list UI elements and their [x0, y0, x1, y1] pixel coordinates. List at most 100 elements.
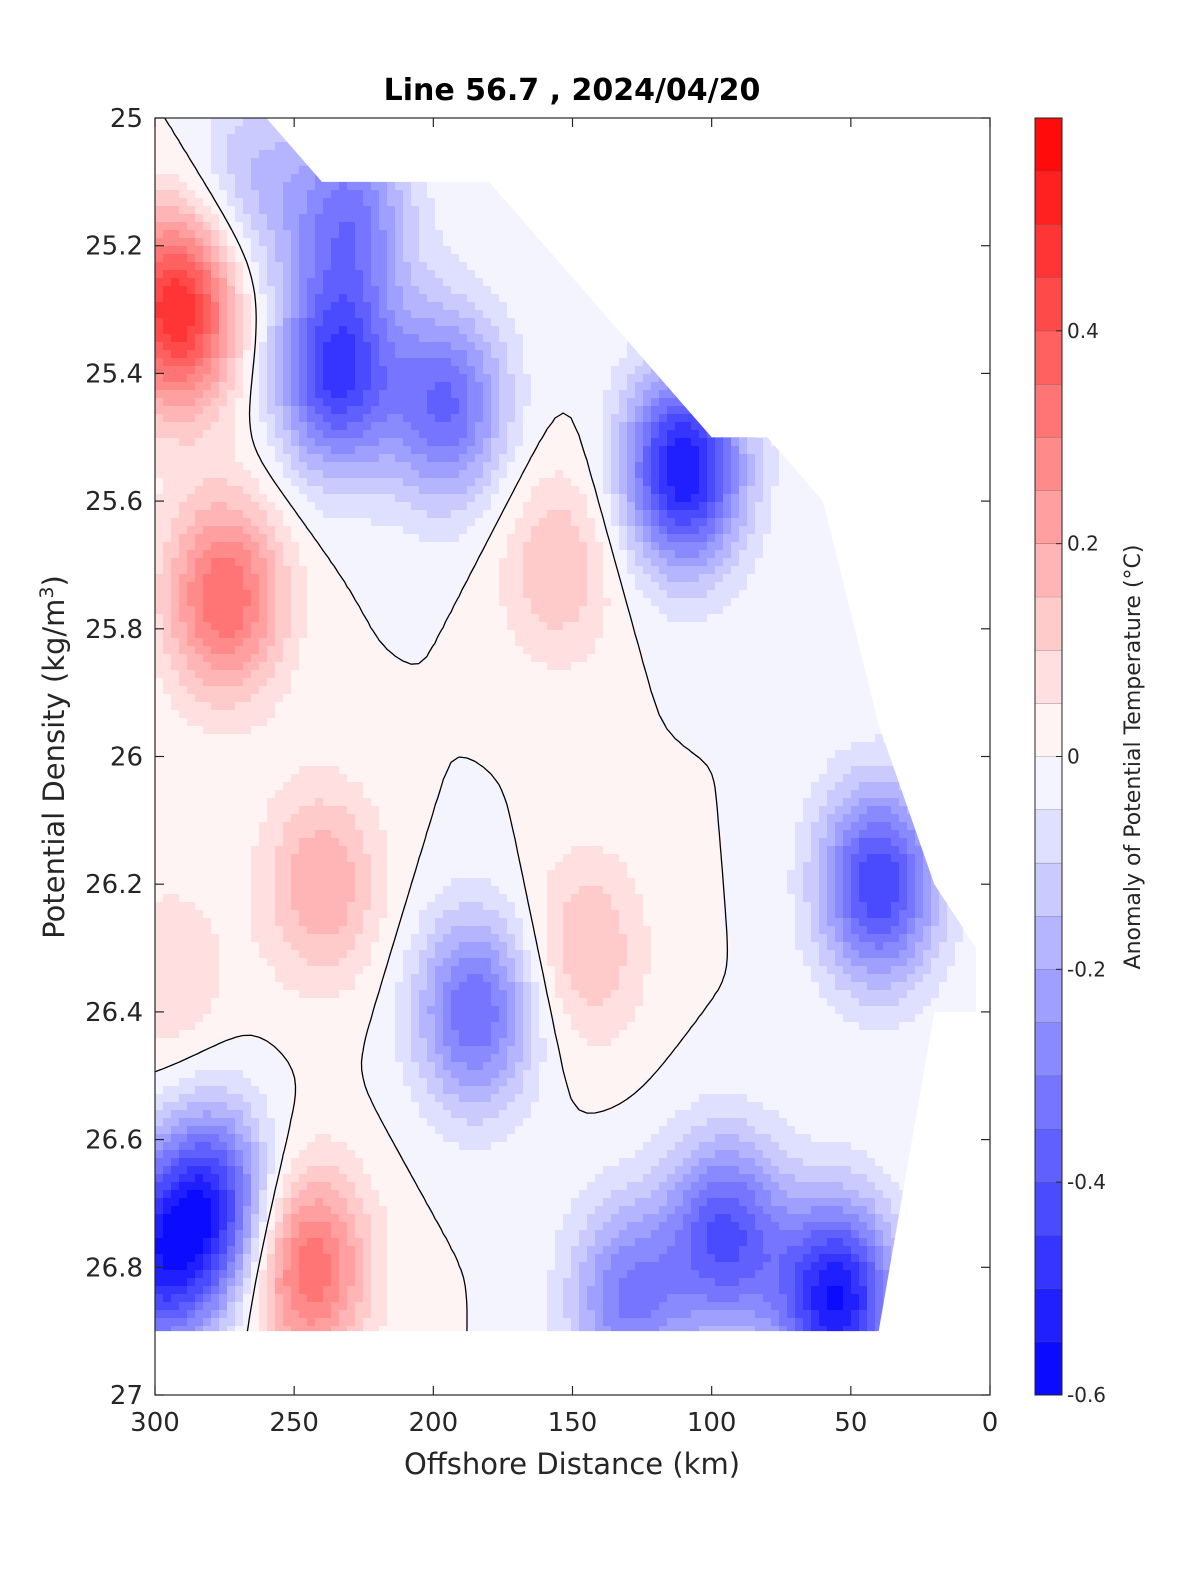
field-cell [283, 414, 292, 423]
field-cell [243, 246, 252, 255]
field-cell [275, 238, 284, 247]
field-cell [355, 318, 364, 327]
field-cell [507, 302, 516, 311]
field-cell [459, 334, 468, 343]
field-cell [731, 478, 740, 487]
field-cell [547, 286, 556, 295]
field-cell [731, 454, 740, 463]
field-cell [475, 334, 484, 343]
field-cell [227, 262, 236, 271]
field-cell [659, 454, 668, 463]
field-cell [507, 342, 516, 351]
field-cell [339, 230, 348, 239]
field-cell [179, 462, 188, 471]
field-cell [467, 438, 476, 447]
field-cell [483, 198, 492, 207]
field-cell [515, 230, 524, 239]
field-cell [475, 486, 484, 495]
field-cell [507, 494, 516, 503]
field-cell [643, 486, 652, 495]
field-cell [443, 302, 452, 311]
field-cell [587, 438, 596, 447]
field-cell [203, 118, 212, 127]
field-cell [451, 302, 460, 311]
field-cell [603, 350, 612, 359]
field-cell [211, 118, 220, 127]
field-cell [467, 374, 476, 383]
field-cell [243, 446, 252, 455]
field-cell [283, 486, 292, 495]
field-cell [579, 462, 588, 471]
field-cell [243, 278, 252, 287]
field-cell [387, 342, 396, 351]
field-cell [467, 366, 476, 375]
field-cell [539, 454, 548, 463]
field-cell [339, 302, 348, 311]
field-cell [155, 462, 164, 471]
field-cell [395, 206, 404, 215]
field-cell [219, 262, 228, 271]
field-cell [403, 374, 412, 383]
field-cell [587, 494, 596, 503]
field-cell [443, 462, 452, 471]
field-cell [499, 294, 508, 303]
field-cell [387, 486, 396, 495]
field-cell [603, 478, 612, 487]
field-cell [387, 374, 396, 383]
field-cell [387, 206, 396, 215]
field-cell [403, 286, 412, 295]
field-cell [227, 350, 236, 359]
field-cell [243, 430, 252, 439]
field-cell [259, 398, 268, 407]
field-cell [235, 470, 244, 479]
field-cell [387, 398, 396, 407]
field-cell [211, 158, 220, 167]
field-cell [499, 286, 508, 295]
field-cell [395, 278, 404, 287]
field-cell [323, 366, 332, 375]
field-cell [419, 214, 428, 223]
field-cell [435, 358, 444, 367]
field-cell [179, 126, 188, 135]
field-cell [171, 494, 180, 503]
field-cell [587, 358, 596, 367]
field-cell [211, 190, 220, 199]
field-cell [707, 478, 716, 487]
field-cell [179, 470, 188, 479]
field-cell [259, 390, 268, 399]
field-cell [323, 198, 332, 207]
field-cell [363, 286, 372, 295]
field-cell [523, 470, 532, 479]
field-cell [331, 262, 340, 271]
field-cell [323, 350, 332, 359]
field-cell [371, 214, 380, 223]
field-cell [267, 366, 276, 375]
field-cell [315, 414, 324, 423]
field-cell [619, 334, 628, 343]
field-cell [315, 358, 324, 367]
field-cell [203, 430, 212, 439]
field-cell [179, 318, 188, 327]
field-cell [331, 222, 340, 231]
field-cell [291, 278, 300, 287]
field-cell [747, 478, 756, 487]
field-cell [187, 334, 196, 343]
field-cell [283, 342, 292, 351]
field-cell [155, 190, 164, 199]
field-cell [235, 246, 244, 255]
field-cell [179, 406, 188, 415]
field-cell [619, 342, 628, 351]
field-cell [555, 318, 564, 327]
field-cell [443, 190, 452, 199]
field-cell [187, 446, 196, 455]
field-cell [211, 326, 220, 335]
field-cell [331, 366, 340, 375]
field-cell [315, 190, 324, 199]
field-cell [379, 358, 388, 367]
field-cell [563, 414, 572, 423]
field-cell [531, 350, 540, 359]
field-cell [347, 390, 356, 399]
field-cell [387, 190, 396, 199]
field-cell [155, 438, 164, 447]
field-cell [363, 262, 372, 271]
